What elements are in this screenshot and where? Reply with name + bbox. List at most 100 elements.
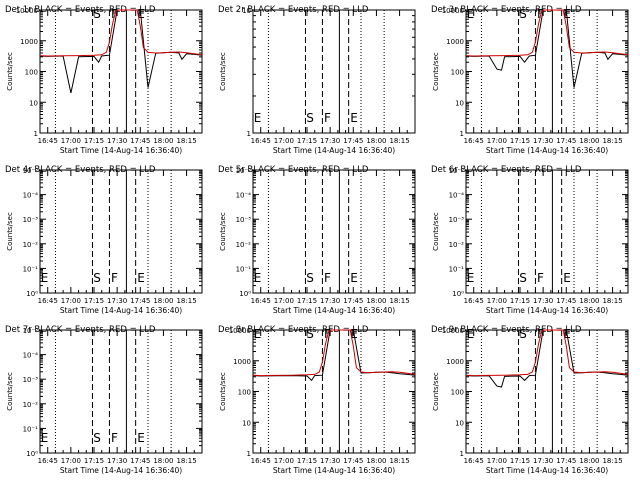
y-tick-label: 10⁻² <box>23 401 39 409</box>
events-series-line <box>252 329 416 382</box>
y-tick-label: 10000 <box>229 327 251 335</box>
y-tick-label: 10⁻² <box>23 241 39 249</box>
marker-letter-e: E <box>254 327 262 341</box>
x-tick-label: 17:30 <box>533 457 553 465</box>
events-series-line <box>465 329 629 388</box>
x-tick-label: 18:00 <box>579 297 599 305</box>
y-tick-label: 100 <box>238 389 251 397</box>
lld-series-line <box>465 329 629 377</box>
marker-letter-f: F <box>324 111 331 125</box>
x-tick-label: 16:45 <box>251 297 271 305</box>
x-tick-label: 17:45 <box>556 457 576 465</box>
plot-frame <box>39 169 203 294</box>
x-tick-label: 17:45 <box>343 297 363 305</box>
x-tick-label: 17:00 <box>487 297 507 305</box>
plot-frame <box>465 169 629 294</box>
x-tick-label: 17:30 <box>533 137 553 145</box>
x-tick-label: 17:00 <box>274 457 294 465</box>
x-axis-label: Start Time (14-Aug-14 16:36:40) <box>60 306 182 315</box>
y-axis-label: Counts/sec <box>219 372 227 411</box>
marker-letter-e: E <box>467 7 475 21</box>
y-tick-label: 10⁻⁵ <box>236 167 252 175</box>
x-axis-label: Start Time (14-Aug-14 16:36:40) <box>273 466 395 475</box>
plot-frame <box>252 329 416 454</box>
y-axis-label: Counts/sec <box>6 212 14 251</box>
plot-frame <box>465 329 629 454</box>
marker-letter-e: E <box>254 111 262 125</box>
x-tick-label: 17:30 <box>533 297 553 305</box>
y-tick-label: 1 <box>460 130 464 138</box>
x-tick-label: 18:15 <box>389 137 409 145</box>
x-tick-label: 18:15 <box>176 457 196 465</box>
y-tick-label: 100 <box>25 69 38 77</box>
marker-letter-s: S <box>93 271 101 285</box>
x-tick-label: 17:15 <box>297 137 317 145</box>
x-tick-label: 18:15 <box>389 457 409 465</box>
events-series-line <box>465 9 629 88</box>
x-tick-label: 17:45 <box>556 137 576 145</box>
plot-frame <box>252 9 416 134</box>
x-tick-label: 17:30 <box>107 457 127 465</box>
y-tick-label: 1000 <box>446 38 464 46</box>
x-tick-label: 18:00 <box>153 137 173 145</box>
marker-letter-e: E <box>350 271 358 285</box>
y-axis-label: Counts/sec <box>6 372 14 411</box>
y-tick-label: 100 <box>451 389 464 397</box>
y-tick-label: 10⁻² <box>449 241 465 249</box>
marker-letter-s: S <box>519 327 527 341</box>
y-tick-label: 10⁻¹ <box>236 265 252 273</box>
marker-letter-e: E <box>350 111 358 125</box>
x-tick-label: 17:00 <box>487 457 507 465</box>
x-tick-label: 17:00 <box>274 297 294 305</box>
marker-letter-s: S <box>93 431 101 445</box>
x-tick-label: 17:30 <box>320 137 340 145</box>
x-tick-label: 18:15 <box>602 457 622 465</box>
marker-letter-f: F <box>111 271 118 285</box>
y-tick-label: 10 <box>242 419 251 427</box>
marker-letter-s: S <box>306 111 314 125</box>
y-tick-label: 10⁻⁴ <box>23 192 39 200</box>
y-tick-label: 10⁻¹ <box>449 265 465 273</box>
x-tick-label: 17:15 <box>510 297 530 305</box>
x-tick-label: 18:00 <box>366 457 386 465</box>
y-tick-label: 10000 <box>16 7 38 15</box>
y-tick-label: 10⁻⁴ <box>23 352 39 360</box>
y-tick-label: 10⁻³ <box>236 216 252 224</box>
y-tick-label: 10 <box>455 419 464 427</box>
x-tick-label: 17:00 <box>274 137 294 145</box>
marker-letter-f: F <box>111 431 118 445</box>
marker-letter-e: E <box>467 271 475 285</box>
x-tick-label: 18:00 <box>579 457 599 465</box>
x-tick-label: 18:00 <box>366 137 386 145</box>
y-tick-label: 10⁻³ <box>23 216 39 224</box>
y-tick-label: 10⁰ <box>26 290 38 298</box>
x-tick-label: 17:15 <box>84 457 104 465</box>
x-axis-label: Start Time (14-Aug-14 16:36:40) <box>273 306 395 315</box>
x-tick-label: 17:15 <box>84 297 104 305</box>
marker-letter-e: E <box>137 271 145 285</box>
x-tick-label: 18:00 <box>153 297 173 305</box>
detector-panel-7: Det 7r BLACK = Events, RED = LLD10⁰10⁻¹1… <box>5 325 203 475</box>
y-axis-label: Counts/sec <box>432 52 440 91</box>
x-axis-label: Start Time (14-Aug-14 16:36:40) <box>486 306 608 315</box>
y-axis-label: Counts/sec <box>6 52 14 91</box>
x-tick-label: 17:45 <box>130 137 150 145</box>
x-tick-label: 16:45 <box>38 297 58 305</box>
y-tick-label: 10⁻³ <box>23 376 39 384</box>
x-tick-label: 18:15 <box>176 297 196 305</box>
y-tick-label: 10⁰ <box>26 450 38 458</box>
y-tick-label: 10⁻¹ <box>23 265 39 273</box>
events-series-line <box>39 9 203 94</box>
marker-letter-e: E <box>467 327 475 341</box>
y-axis-label: Counts/sec <box>432 212 440 251</box>
detector-panel-2: Det 2r BLACK = Events, RED = LLD11016:45… <box>218 5 416 155</box>
x-tick-label: 17:15 <box>297 297 317 305</box>
y-tick-label: 1000 <box>20 38 38 46</box>
x-tick-label: 17:45 <box>130 457 150 465</box>
x-axis-label: Start Time (14-Aug-14 16:36:40) <box>60 466 182 475</box>
x-tick-label: 16:45 <box>464 297 484 305</box>
x-tick-label: 18:00 <box>153 457 173 465</box>
plot-frame <box>252 169 416 294</box>
x-axis-label: Start Time (14-Aug-14 16:36:40) <box>273 146 395 155</box>
